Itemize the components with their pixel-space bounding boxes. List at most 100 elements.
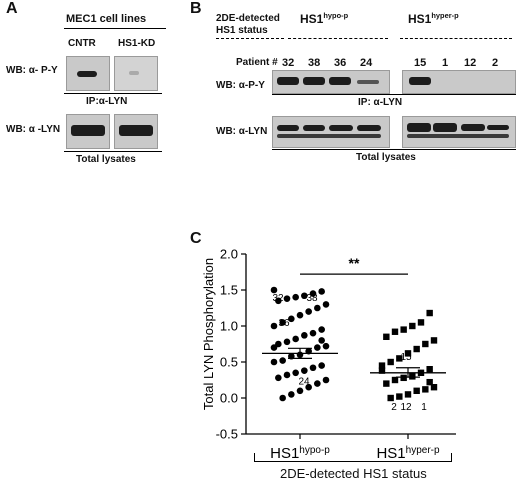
data-point xyxy=(275,297,282,305)
data-point xyxy=(413,387,420,394)
data-point xyxy=(426,366,433,373)
data-point xyxy=(288,391,295,398)
data-point xyxy=(283,371,291,379)
group-bracket xyxy=(254,453,452,462)
data-point xyxy=(314,344,321,351)
y-tick-label: 1.0 xyxy=(220,319,238,334)
data-point xyxy=(387,358,394,366)
blot-band xyxy=(329,77,351,85)
panel-c-label: C xyxy=(190,230,202,247)
y-axis-label: Total LYN Phosphorylation xyxy=(201,258,216,410)
data-point xyxy=(309,329,317,337)
data-point xyxy=(270,286,278,294)
panel-a-blot-lyn-cntr xyxy=(66,114,110,149)
data-point xyxy=(404,391,412,398)
data-point xyxy=(301,292,308,300)
panel-b-row-py-label: WB: α-P-Y xyxy=(216,80,265,91)
data-point xyxy=(279,319,286,326)
data-point xyxy=(301,367,308,374)
panel-b-ip-label: IP: α-LYN xyxy=(358,97,403,108)
data-point xyxy=(426,378,433,386)
point-annotation: 15 xyxy=(400,352,412,363)
panel-a-blot-py-hs1kd xyxy=(114,56,158,91)
data-point xyxy=(383,333,390,340)
patient-id: 2 xyxy=(492,57,499,69)
data-point xyxy=(275,340,282,348)
col-cntr-label: CNTR xyxy=(68,38,96,49)
patient-id: 32 xyxy=(282,57,295,69)
blot-band xyxy=(303,77,325,85)
point-annotation: 1 xyxy=(421,402,427,413)
patient-id: 36 xyxy=(334,57,347,69)
blot-band xyxy=(77,71,97,77)
point-annotation: 38 xyxy=(306,293,318,304)
data-point xyxy=(387,394,394,402)
group-hyper-dash xyxy=(400,38,512,39)
col-hs1kd-label: HS1-KD xyxy=(118,38,156,49)
hs1-status-line2: HS1 status xyxy=(216,25,268,36)
data-point xyxy=(318,337,325,344)
panel-a-title-rule xyxy=(64,28,166,29)
point-annotation: 24 xyxy=(298,377,310,388)
group-title: 2DE-detected HS1 status xyxy=(280,466,427,481)
blot-band xyxy=(303,125,325,131)
x-category-label: HS1hyper-p xyxy=(376,445,440,463)
panel-a-ip-label: IP:α-LYN xyxy=(86,96,128,107)
data-point xyxy=(318,326,325,333)
data-point xyxy=(430,384,438,391)
blot-band xyxy=(119,125,153,136)
data-point xyxy=(322,301,330,308)
data-point xyxy=(309,290,317,297)
data-point xyxy=(422,340,429,348)
data-point xyxy=(292,293,299,301)
data-point xyxy=(417,319,425,326)
data-point xyxy=(305,308,312,315)
data-point xyxy=(430,337,438,344)
data-point xyxy=(422,386,429,393)
blot-band xyxy=(407,134,509,138)
panel-b-blot-lyn-hypo xyxy=(272,116,390,148)
data-point xyxy=(378,367,386,374)
panel-b-blot-py-hypo xyxy=(272,70,390,94)
patient-id: 12 xyxy=(464,57,477,69)
y-tick-label: 1.5 xyxy=(220,283,238,298)
data-point xyxy=(283,295,291,302)
data-point xyxy=(322,342,330,350)
blot-band xyxy=(461,124,485,131)
data-point xyxy=(275,374,282,382)
data-point xyxy=(301,332,308,339)
patient-number-label: Patient # xyxy=(236,57,278,68)
hs1-status-line1: 2DE-detected xyxy=(216,13,280,24)
data-point xyxy=(279,357,286,364)
data-point xyxy=(270,322,278,330)
data-point xyxy=(404,350,412,357)
data-point xyxy=(426,309,433,317)
data-point xyxy=(400,374,407,382)
panel-a-lysate-rule xyxy=(64,151,162,152)
data-point xyxy=(318,362,325,369)
data-point xyxy=(314,304,321,312)
group-hypo-label: HS1hypo-p xyxy=(300,11,349,26)
point-annotation: 32 xyxy=(272,293,284,304)
panel-a-row-lyn-label: WB: α -LYN xyxy=(6,124,61,135)
data-point xyxy=(305,383,312,391)
blot-band xyxy=(409,77,431,85)
point-annotation: 2 xyxy=(391,402,397,413)
patient-id: 24 xyxy=(360,57,373,69)
data-point xyxy=(409,322,416,330)
data-point xyxy=(270,358,278,366)
blot-band xyxy=(487,125,509,130)
data-point xyxy=(400,326,407,333)
panel-a-row-py-label: WB: α- P-Y xyxy=(6,65,58,76)
data-point xyxy=(288,315,295,323)
x-category-label: HS1hypo-p xyxy=(270,445,330,463)
data-point xyxy=(409,373,416,380)
data-point xyxy=(318,288,325,295)
panel-b-ip-rule xyxy=(272,94,516,95)
group-hypo-dash xyxy=(288,38,388,39)
panel-a-total-lysates: Total lysates xyxy=(76,154,136,165)
panel-b-row-lyn-label: WB: α-LYN xyxy=(216,126,268,137)
panel-a-ip-rule xyxy=(64,93,162,94)
panel-a-blot-py-cntr xyxy=(66,56,110,91)
data-point xyxy=(396,355,403,362)
